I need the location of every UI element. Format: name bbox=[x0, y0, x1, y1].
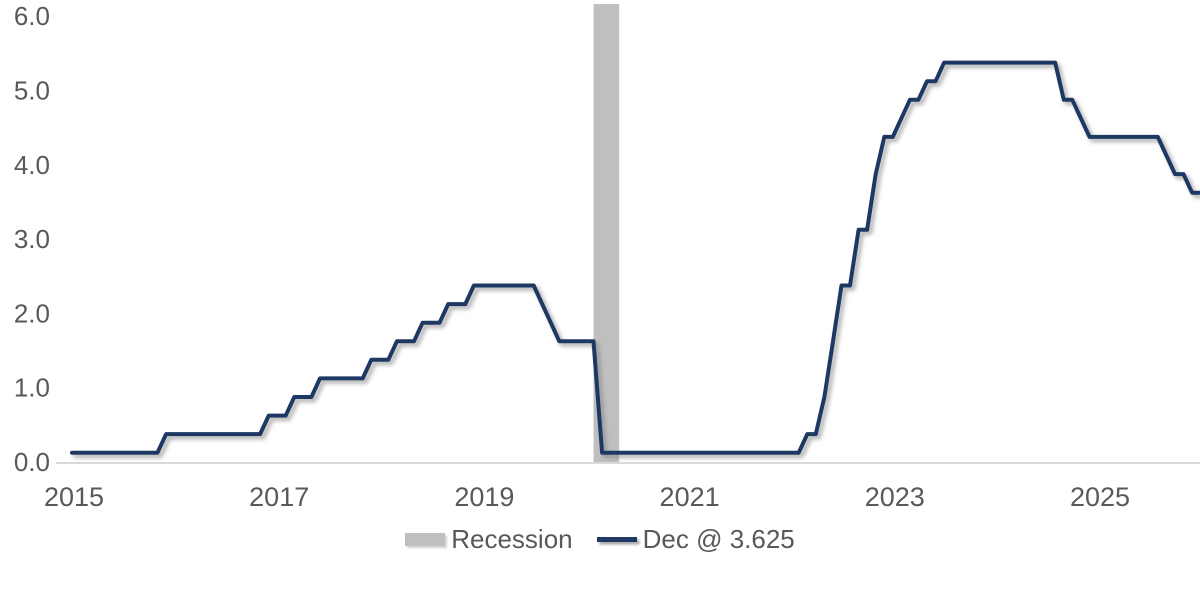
legend-item-recession: Recession bbox=[405, 524, 573, 555]
rate-line bbox=[70, 60, 1200, 455]
y-tick-label: 5.0 bbox=[14, 76, 50, 106]
legend-label-series: Dec @ 3.625 bbox=[642, 524, 795, 554]
x-tick-label: 2025 bbox=[1070, 482, 1130, 512]
legend-label-recession: Recession bbox=[451, 524, 573, 554]
y-tick-label: 0.0 bbox=[14, 447, 50, 477]
y-tick-label: 3.0 bbox=[14, 224, 50, 254]
x-tick-label: 2023 bbox=[865, 482, 925, 512]
series-line-swatch bbox=[596, 537, 637, 542]
legend-item-series: Dec @ 3.625 bbox=[596, 524, 795, 555]
x-tick-label: 2019 bbox=[454, 482, 514, 512]
y-tick-label: 4.0 bbox=[14, 150, 50, 180]
x-tick-label: 2015 bbox=[44, 482, 104, 512]
plot-area: 0.0 1.0 2.0 3.0 4.0 5.0 6.0 2015 2017 2019 2021 202… bbox=[14, 1, 1200, 512]
chart-legend: Recession Dec @ 3.625 bbox=[0, 524, 1200, 555]
recession-swatch bbox=[405, 533, 446, 546]
x-tick-label: 2021 bbox=[660, 482, 720, 512]
y-tick-label: 6.0 bbox=[14, 1, 50, 31]
y-tick-label: 2.0 bbox=[14, 298, 50, 328]
x-tick-label: 2017 bbox=[249, 482, 309, 512]
y-tick-label: 1.0 bbox=[14, 373, 50, 403]
